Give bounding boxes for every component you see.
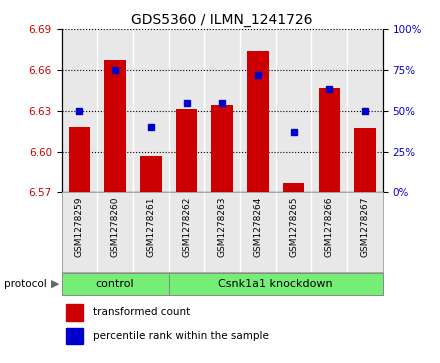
Text: GSM1278264: GSM1278264 (253, 196, 262, 257)
Text: Csnk1a1 knockdown: Csnk1a1 knockdown (218, 279, 333, 289)
Title: GDS5360 / ILMN_1241726: GDS5360 / ILMN_1241726 (132, 13, 313, 26)
Text: GSM1278266: GSM1278266 (325, 196, 334, 257)
Bar (140, 156, 161, 192)
Text: GSM1278262: GSM1278262 (182, 196, 191, 257)
Bar (283, 183, 304, 192)
Text: GSM1278260: GSM1278260 (110, 196, 120, 257)
Bar (69, 127, 90, 192)
Bar (66, 304, 83, 321)
Bar (319, 87, 340, 192)
Text: GSM1278265: GSM1278265 (289, 196, 298, 257)
Text: transformed count: transformed count (93, 307, 190, 317)
Bar (104, 60, 126, 192)
Text: protocol: protocol (4, 279, 47, 289)
Bar (354, 129, 376, 192)
Text: percentile rank within the sample: percentile rank within the sample (93, 331, 269, 341)
Text: GSM1278267: GSM1278267 (360, 196, 370, 257)
Bar (247, 51, 268, 192)
Bar (212, 105, 233, 192)
Text: control: control (96, 279, 135, 289)
Text: GSM1278261: GSM1278261 (147, 196, 155, 257)
Text: GSM1278259: GSM1278259 (75, 196, 84, 257)
Bar (176, 109, 197, 192)
Text: GSM1278263: GSM1278263 (218, 196, 227, 257)
FancyBboxPatch shape (169, 273, 383, 295)
Text: ▶: ▶ (51, 279, 59, 289)
FancyBboxPatch shape (62, 273, 169, 295)
Bar (66, 328, 83, 344)
